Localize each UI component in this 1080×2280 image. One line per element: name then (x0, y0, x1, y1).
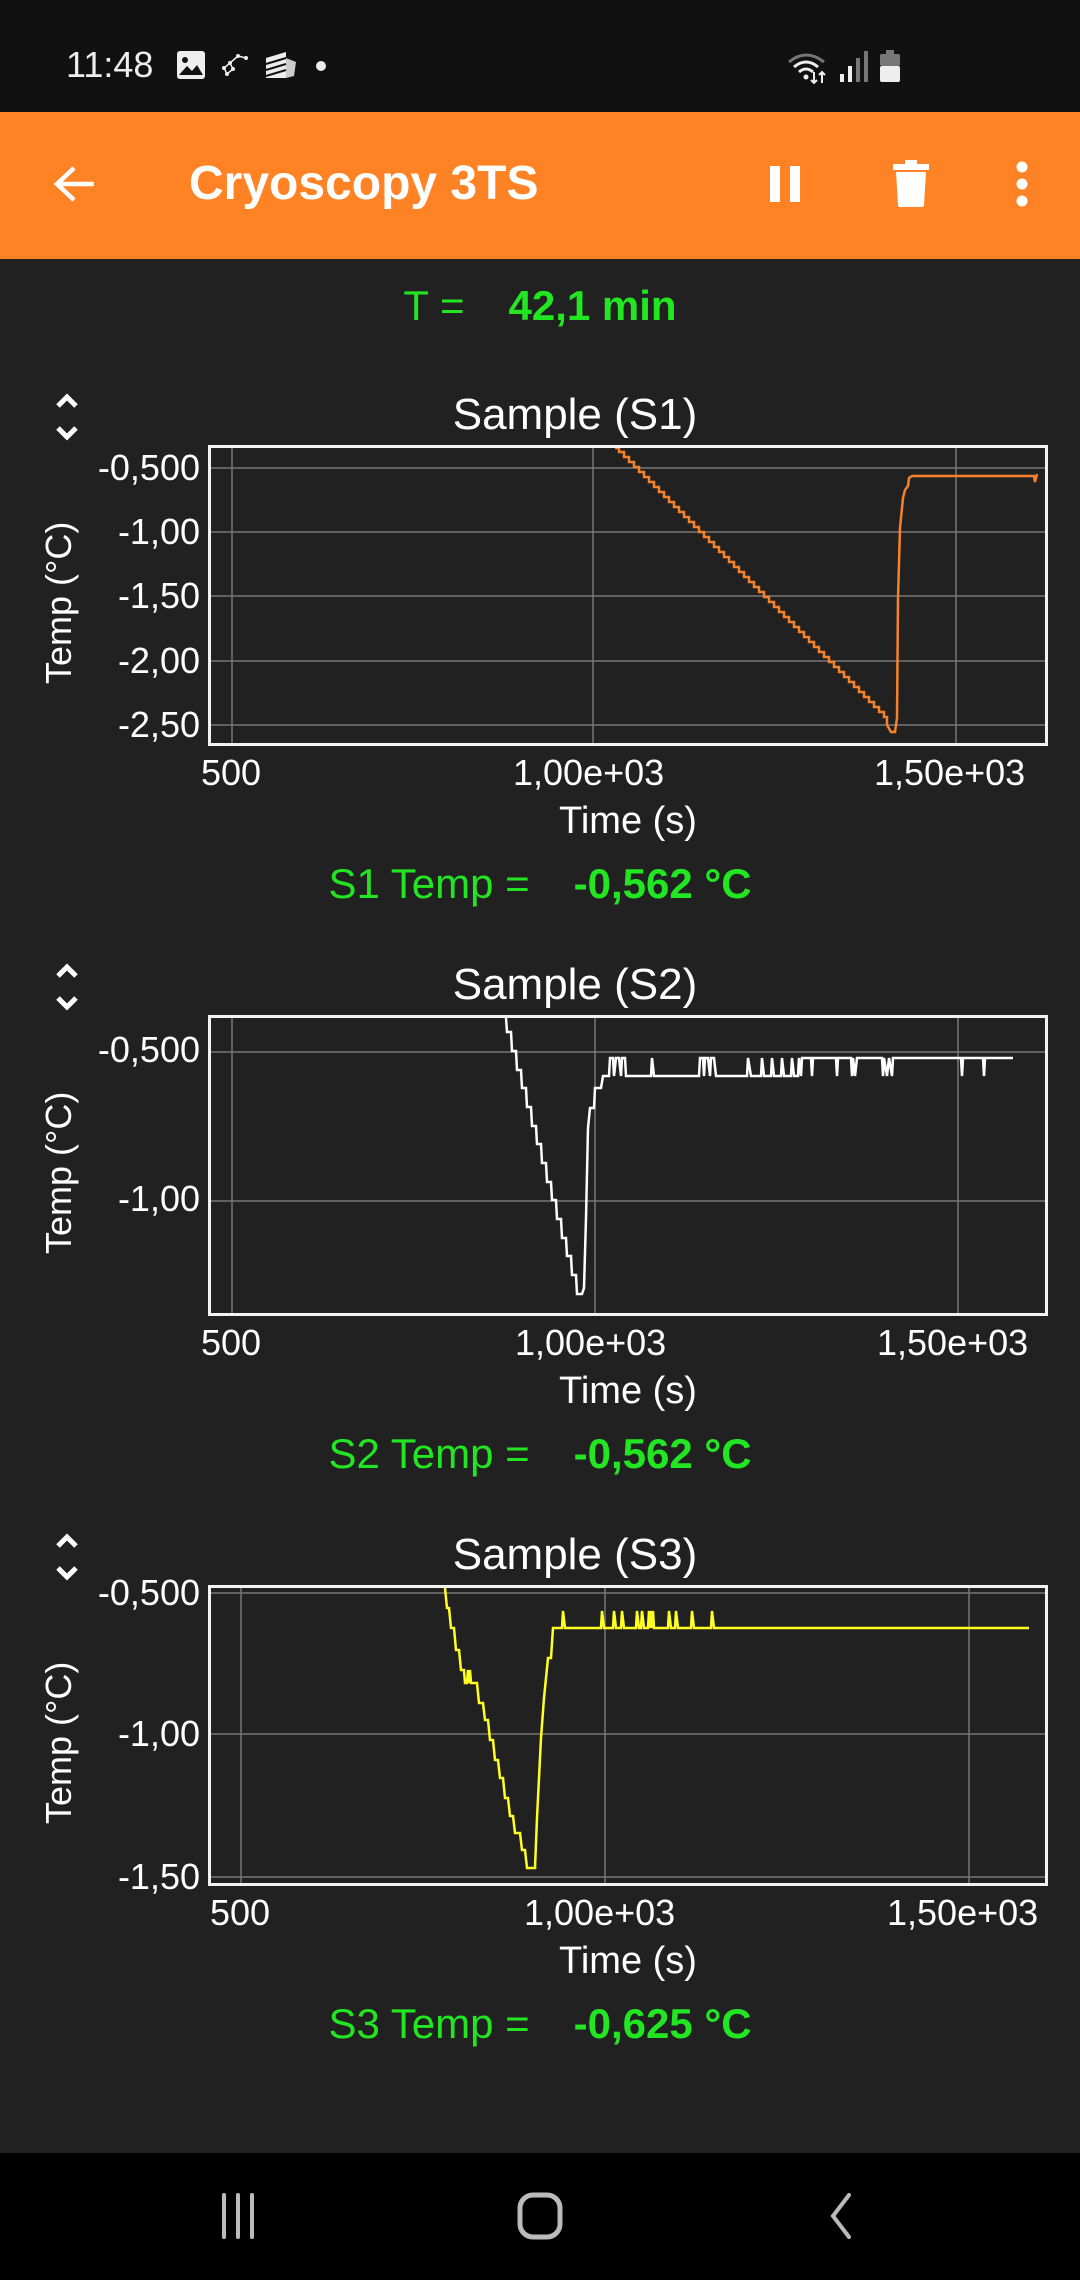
expand-collapse-icon[interactable] (52, 962, 82, 1014)
delete-icon (893, 160, 929, 207)
pause-button[interactable] (755, 154, 815, 214)
plot-area[interactable] (208, 1585, 1048, 1886)
signal-icon (840, 51, 868, 82)
series-s2 (504, 1018, 1013, 1296)
chart-title: Sample (S1) (452, 390, 698, 439)
recents-icon (222, 2193, 254, 2239)
x-tick: 500 (201, 752, 262, 793)
chart-title: Sample (S3) (452, 1530, 698, 1579)
expand-collapse-icon[interactable] (52, 1532, 82, 1584)
y-tick: -1,00 (117, 1713, 200, 1754)
y-tick: -1,50 (117, 1856, 200, 1897)
readout-label: S2 Temp = (328, 1430, 530, 1477)
expand-collapse-icon[interactable] (52, 392, 82, 444)
more-options-button[interactable] (1000, 154, 1044, 214)
x-axis-label: Time (s) (559, 1370, 697, 1412)
x-axis-label: Time (s) (559, 1940, 697, 1982)
status-time: 11:48 (66, 44, 154, 85)
home-icon (517, 2192, 563, 2240)
home-button[interactable] (500, 2183, 580, 2249)
y-tick: -1,50 (117, 575, 200, 616)
readout-label: S3 Temp = (328, 2000, 530, 2047)
x-tick: 1,50e+03 (877, 1322, 1029, 1363)
series-s1 (615, 448, 1039, 734)
s3-temp-readout: S3 Temp = -0,625 °C (0, 2000, 1080, 2048)
dot-icon (316, 61, 326, 71)
elapsed-value: 42,1 min (508, 282, 677, 329)
series-s3 (443, 1588, 1029, 1870)
app-title: Cryoscopy 3TS (189, 157, 539, 210)
delete-button[interactable] (881, 154, 941, 214)
y-axis-label: Temp (°C) (38, 1661, 79, 1824)
elapsed-label: T = (403, 282, 465, 329)
x-tick: 1,50e+03 (874, 752, 1026, 793)
chart-title: Sample (S2) (452, 960, 698, 1009)
y-axis-label: Temp (°C) (38, 521, 79, 684)
s2-temp-readout: S2 Temp = -0,562 °C (0, 1430, 1080, 1478)
x-tick: 1,00e+03 (513, 752, 665, 793)
plot-area[interactable] (208, 1015, 1048, 1316)
readout-value: -0,625 °C (573, 2000, 752, 2047)
s1-temp-readout: S1 Temp = -0,562 °C (0, 860, 1080, 908)
back-icon (53, 166, 94, 202)
y-tick: -1,00 (117, 1178, 200, 1219)
y-tick: -2,50 (117, 704, 200, 745)
app-bar: Cryoscopy 3TS (0, 112, 1080, 259)
wifi-icon (788, 53, 826, 84)
y-tick: -0,500 (97, 1572, 200, 1613)
y-tick: -1,00 (117, 511, 200, 552)
x-tick: 500 (210, 1892, 271, 1933)
back-nav-icon (830, 2193, 851, 2239)
recents-button[interactable] (198, 2183, 278, 2249)
constellation-icon (222, 54, 248, 76)
x-tick: 1,50e+03 (887, 1892, 1039, 1933)
battery-icon (880, 50, 900, 82)
back-nav-button[interactable] (800, 2183, 880, 2249)
system-nav-bar (0, 2153, 1080, 2280)
readout-value: -0,562 °C (573, 860, 752, 907)
pause-icon (770, 166, 800, 202)
elapsed-time: T = 42,1 min (0, 282, 1080, 330)
x-tick: 1,00e+03 (524, 1892, 676, 1933)
gallery-icon (177, 51, 205, 79)
y-tick: -0,500 (97, 1029, 200, 1070)
plot-area[interactable] (208, 445, 1048, 746)
more-vert-icon (1016, 161, 1028, 207)
y-tick: -0,500 (97, 447, 200, 488)
readout-label: S1 Temp = (328, 860, 530, 907)
x-tick: 1,00e+03 (515, 1322, 667, 1363)
readout-value: -0,562 °C (573, 1430, 752, 1477)
back-button[interactable] (44, 154, 104, 214)
y-tick: -2,00 (117, 640, 200, 681)
y-axis-label: Temp (°C) (38, 1091, 79, 1254)
status-bar: 11:48 (0, 0, 1080, 112)
app-icon (265, 52, 296, 78)
x-tick: 500 (201, 1322, 262, 1363)
x-axis-label: Time (s) (559, 800, 697, 842)
